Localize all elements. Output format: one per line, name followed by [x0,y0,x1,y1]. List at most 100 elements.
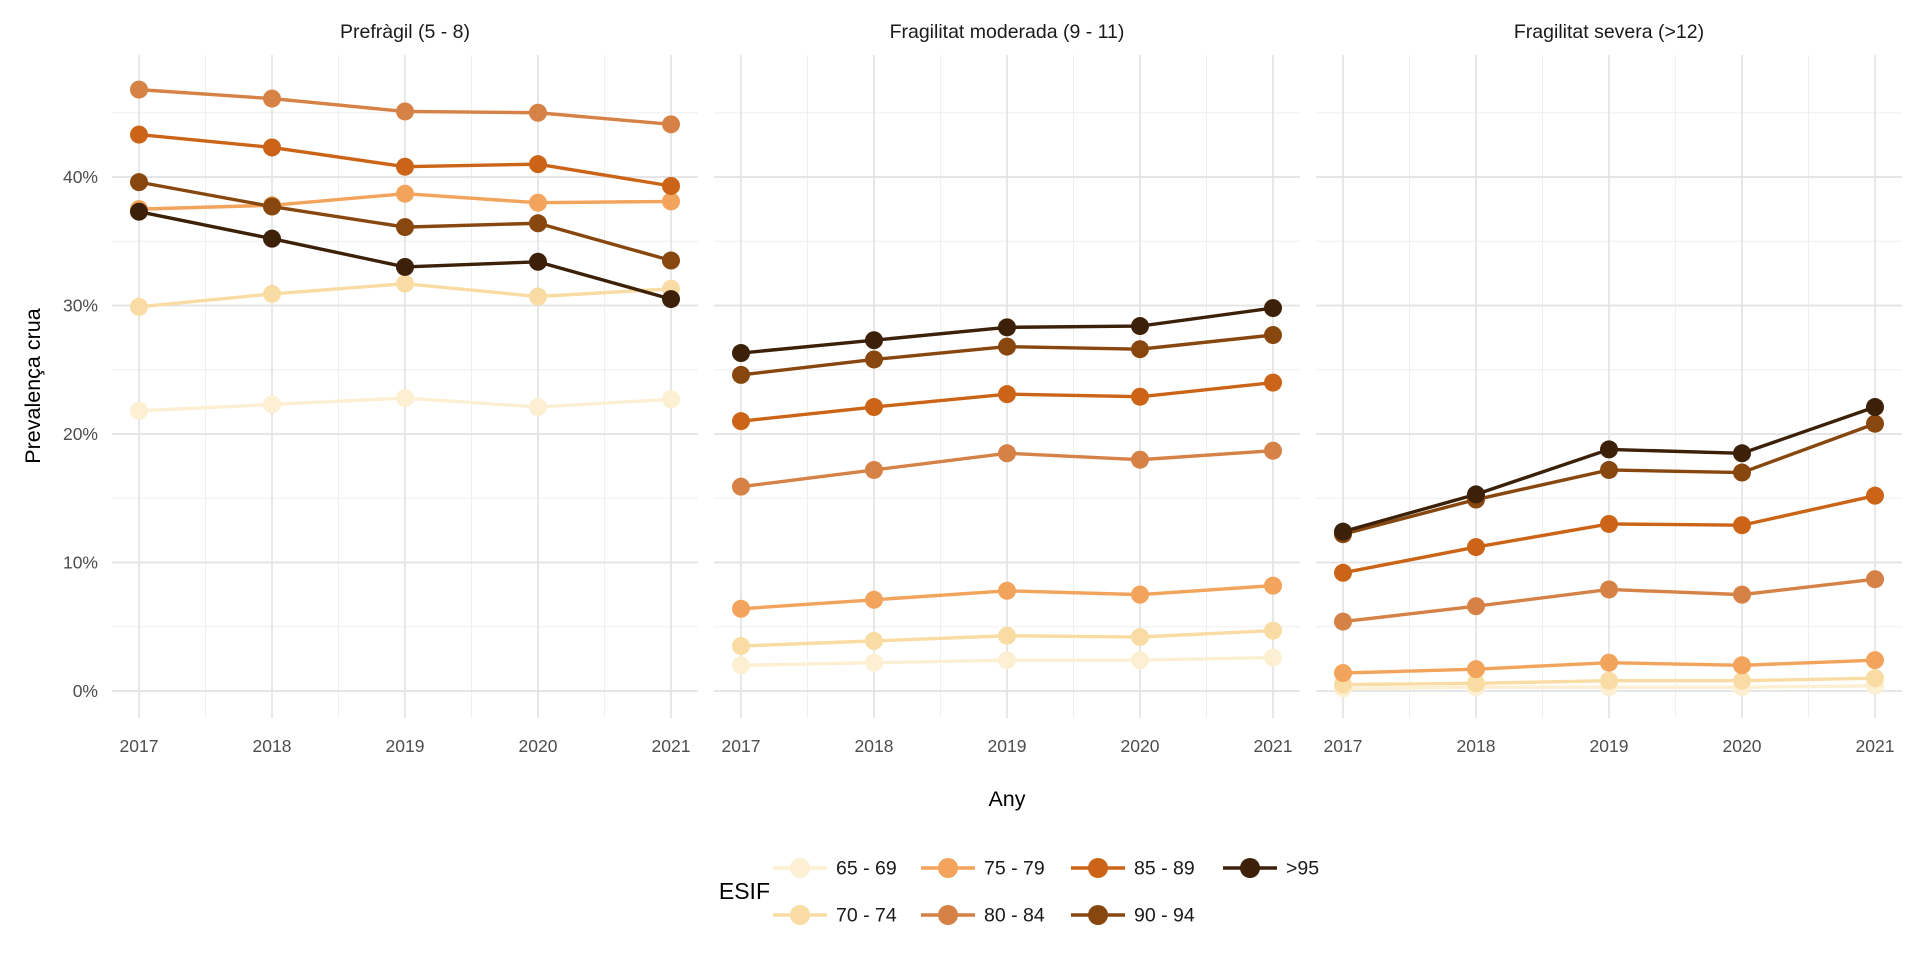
data-point [732,365,750,384]
facet-title-severa: Fragilitat severa (>12) [1514,21,1704,43]
data-point [529,103,547,122]
legend-key-dot [790,905,810,925]
data-point [396,157,414,176]
data-point [1131,340,1149,359]
y-tick-30: 30% [63,296,98,316]
data-point [1866,669,1884,688]
legend-label: 70 - 74 [836,905,897,927]
data-point [263,197,281,216]
x-tick-label: 2019 [386,736,425,756]
legend-entry: 65 - 69 [773,858,897,880]
y-tick-40: 40% [63,167,98,187]
data-point [1600,580,1618,599]
x-tick-label: 2019 [1590,736,1629,756]
data-point [1264,299,1282,318]
x-tick-label: 2020 [1723,736,1762,756]
data-point [1131,628,1149,647]
x-tick-label: 2017 [120,736,159,756]
data-point [1334,664,1352,683]
data-point [1467,485,1485,504]
data-point [732,344,750,363]
data-point [1467,597,1485,616]
data-point [1733,671,1751,690]
data-point [998,626,1016,645]
legend-title: ESIF [719,878,770,904]
legend-key-dot [1088,858,1108,878]
legend-label: 80 - 84 [984,905,1045,927]
data-point [1264,441,1282,460]
data-point [1733,516,1751,535]
data-point [1600,440,1618,459]
data-point [1467,538,1485,557]
legend-key-dot [1240,858,1260,878]
data-point [396,218,414,237]
data-point [998,581,1016,600]
x-tick-label: 2021 [1856,736,1895,756]
legend-key-dot [1088,905,1108,925]
data-point [998,318,1016,337]
legend-entry: >95 [1223,858,1319,880]
data-point [529,287,547,306]
data-point [263,89,281,108]
x-tick-label: 2018 [253,736,292,756]
legend-key-dot [790,858,810,878]
legend-label: 90 - 94 [1134,905,1195,927]
data-point [396,184,414,203]
data-point [865,331,883,350]
x-axis-tick-labels: 2017 2018 2019 2020 2021 2017 2018 2019 2020 2021… [120,736,1895,756]
data-point [396,274,414,293]
data-point [529,398,547,417]
y-tick-20: 20% [63,424,98,444]
data-point [1264,621,1282,640]
data-point [732,477,750,496]
data-point [865,631,883,650]
data-point [732,412,750,431]
data-point [1264,373,1282,392]
data-point [1733,585,1751,604]
data-point [998,385,1016,404]
legend-entry: 85 - 89 [1071,858,1195,880]
x-tick-label: 2017 [1324,736,1363,756]
data-point [529,193,547,212]
data-point [865,398,883,417]
legend-entry: 70 - 74 [773,905,897,927]
data-point [1866,414,1884,433]
legend-label: 75 - 79 [984,858,1045,880]
legend-entry: 90 - 94 [1071,905,1195,927]
data-point [662,290,680,309]
data-point [263,229,281,248]
data-point [865,350,883,369]
data-point [130,202,148,221]
data-point [1264,326,1282,345]
data-point [529,252,547,271]
data-point [732,599,750,618]
legend-key-dot [938,858,958,878]
data-point [1467,660,1485,679]
data-point [396,257,414,276]
data-point [662,251,680,270]
data-point [1131,651,1149,670]
data-point [998,337,1016,356]
data-point [1600,514,1618,533]
x-tick-label: 2021 [652,736,691,756]
data-point [1131,387,1149,406]
y-tick-10: 10% [63,553,98,573]
facet-title-prefragil: Prefràgil (5 - 8) [340,21,470,43]
data-point [529,214,547,233]
data-point [1600,460,1618,479]
data-point [1600,671,1618,690]
legend-entry: 80 - 84 [921,905,1045,927]
data-point [263,395,281,414]
data-point [1866,486,1884,505]
data-point [1131,450,1149,469]
data-point [130,173,148,192]
data-point [1334,612,1352,631]
x-tick-label: 2018 [855,736,894,756]
data-point [130,401,148,420]
data-point [263,138,281,157]
data-point [1866,570,1884,589]
data-point [1334,563,1352,582]
data-point [130,297,148,316]
facet-title-moderada: Fragilitat moderada (9 - 11) [890,21,1125,43]
